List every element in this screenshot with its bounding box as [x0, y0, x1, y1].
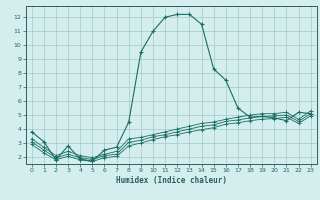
X-axis label: Humidex (Indice chaleur): Humidex (Indice chaleur): [116, 176, 227, 185]
